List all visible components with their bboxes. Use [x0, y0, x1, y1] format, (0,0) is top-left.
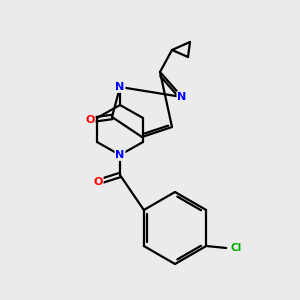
Text: N: N [116, 82, 124, 92]
Text: N: N [116, 150, 124, 160]
Text: N: N [177, 92, 187, 102]
Text: Cl: Cl [231, 243, 242, 253]
Text: O: O [93, 177, 103, 187]
Text: O: O [85, 115, 95, 125]
